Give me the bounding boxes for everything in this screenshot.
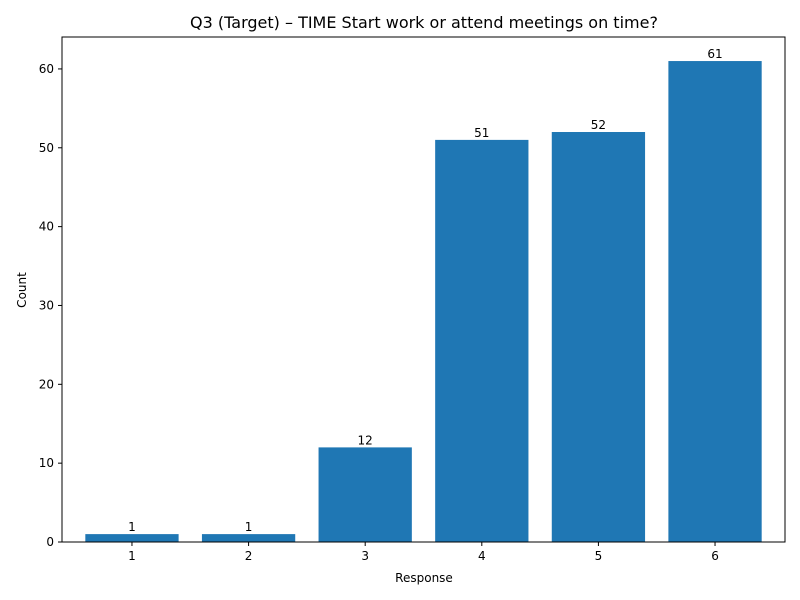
y-tick-label-20: 20 [39, 377, 54, 391]
bar-4 [435, 139, 529, 542]
data-label-3: 12 [358, 433, 373, 447]
bar-1 [85, 534, 179, 542]
y-axis: 0 10 20 30 40 50 60 [39, 62, 62, 549]
bar-5 [551, 132, 646, 542]
y-tick-label-40: 40 [39, 220, 54, 234]
plot-frame [61, 36, 786, 543]
data-label-1: 1 [128, 520, 136, 534]
x-tick-label-2: 2 [245, 549, 253, 563]
y-tick-label-30: 30 [39, 298, 54, 312]
data-label-4: 51 [474, 126, 489, 140]
data-labels-group: 1 1 12 51 52 61 [128, 47, 723, 534]
x-axis-label: Response [395, 571, 453, 585]
y-tick-label-0: 0 [46, 535, 54, 549]
bar-3 [318, 447, 412, 542]
data-label-2: 1 [245, 520, 253, 534]
data-label-6: 61 [707, 47, 722, 61]
chart-title: Q3 (Target) – TIME Start work or attend … [190, 13, 658, 32]
x-tick-label-4: 4 [478, 549, 486, 563]
x-axis: 1 2 3 4 5 6 [128, 542, 719, 563]
x-tick-label-1: 1 [128, 549, 136, 563]
bar-6 [668, 61, 762, 543]
y-tick-label-60: 60 [39, 62, 54, 76]
x-tick-label-3: 3 [361, 549, 369, 563]
y-axis-label: Count [15, 272, 29, 308]
bars-group [85, 61, 762, 543]
x-tick-label-6: 6 [711, 549, 719, 563]
x-tick-label-5: 5 [595, 549, 603, 563]
y-tick-label-10: 10 [39, 456, 54, 470]
data-label-5: 52 [591, 118, 606, 132]
y-tick-label-50: 50 [39, 141, 54, 155]
bar-2 [201, 534, 296, 542]
